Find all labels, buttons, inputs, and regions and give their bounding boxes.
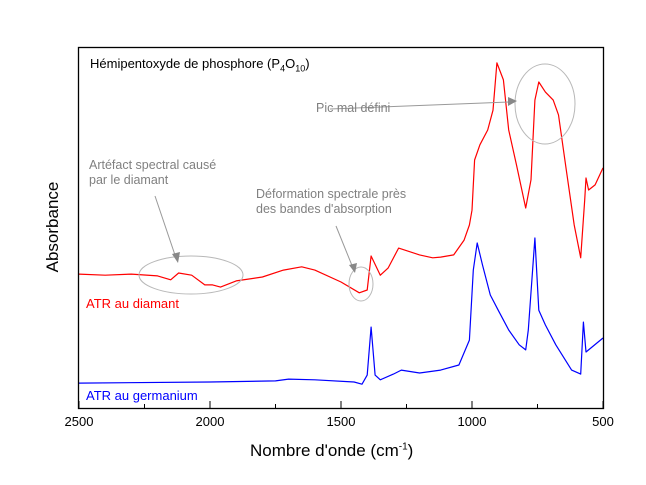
x-tick-label: 500 bbox=[592, 414, 614, 429]
annotation-peak: Pic mal défini bbox=[316, 101, 391, 115]
legend-germanium: ATR au germanium bbox=[86, 388, 198, 403]
x-axis-label: Nombre d'onde (cm-1) bbox=[250, 441, 414, 460]
peak-arrowhead bbox=[508, 97, 517, 106]
legend-diamant: ATR au diamant bbox=[86, 296, 179, 311]
annotation-artifact: Artéfact spectral causé par le diamant bbox=[89, 158, 217, 187]
annotation-deformation: Déformation spectrale près des bandes d'a… bbox=[256, 187, 407, 216]
x-tick-label: 1000 bbox=[457, 414, 487, 429]
artifact-ellipse bbox=[138, 255, 244, 295]
peak-arrow bbox=[329, 101, 511, 110]
artifact-arrow bbox=[154, 195, 177, 259]
x-tick-label: 2000 bbox=[195, 414, 225, 429]
x-tick-label: 2500 bbox=[64, 414, 94, 429]
plot-frame bbox=[77, 46, 605, 410]
deformation-arrowhead bbox=[349, 263, 357, 273]
x-tick-label: 1500 bbox=[326, 414, 356, 429]
deformation-arrow bbox=[335, 225, 354, 269]
deformation-ellipse bbox=[348, 266, 374, 302]
series-line-diamant bbox=[78, 62, 604, 294]
peak-ellipse bbox=[514, 63, 576, 145]
annotation-marks bbox=[138, 63, 576, 302]
chart-title: Hémipentoxyde de phosphore (P4O10) bbox=[90, 56, 310, 74]
artifact-arrowhead bbox=[172, 252, 180, 263]
y-axis-label: Absorbance bbox=[42, 181, 62, 273]
series-line-germanium bbox=[78, 237, 604, 385]
